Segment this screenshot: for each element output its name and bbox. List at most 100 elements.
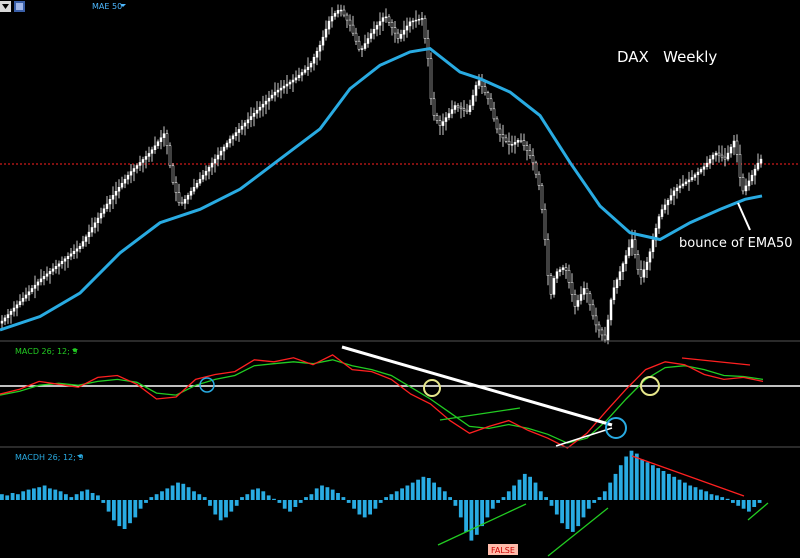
candle-body [321,36,325,46]
histogram-bar [42,485,47,500]
candle-body [618,271,622,280]
histogram-bar [186,487,191,500]
ema-indicator-dropdown-icon[interactable] [120,4,126,7]
candle-body [123,178,127,184]
ema-indicator-label[interactable]: MAE 50 [92,2,122,11]
candle-body [207,166,211,172]
macd-bull-circle [199,377,215,393]
candle-body [444,117,448,122]
macd-downtrend-line [341,345,613,427]
candle-body [582,288,586,295]
candle-body [285,83,289,87]
candle-body [90,227,94,233]
histogram-bar [469,500,474,541]
histogram-bar [160,491,164,500]
dropdown-arrow-glyph [2,4,9,9]
candle-body [585,288,589,295]
candle-body [642,269,646,278]
candle-body [372,28,376,34]
candles [0,4,763,345]
candle-body [243,122,247,127]
histogram-bar [725,498,730,500]
histogram-bar [304,497,308,500]
candle-body [57,263,61,267]
macd-indicator-dropdown-icon[interactable] [72,349,78,352]
candle-body [699,169,703,173]
candle-body [648,251,652,263]
candle-body [597,324,601,331]
candle-body [354,32,358,42]
histogram-bar [474,500,479,535]
histogram-bar [181,483,186,500]
candle-body [645,261,649,270]
candle-body [438,120,442,126]
histogram-bar [496,500,500,503]
histogram-bar [757,500,762,503]
histogram-bar [266,495,271,500]
candle-body [99,213,103,219]
candle-body [273,91,277,96]
histogram-bar [245,494,250,500]
candle-body [690,177,694,181]
histogram-bar [634,453,639,500]
candle-body [135,165,139,169]
histogram-bar [250,489,255,500]
candle-body [93,222,97,228]
histogram-bar [202,497,207,500]
candle-body [561,267,565,270]
histogram-bar [426,478,431,500]
candle-body [627,247,631,256]
histogram-bar [432,482,436,500]
histogram-bar [565,500,570,529]
candle-body [501,134,505,139]
histogram-bar [26,489,31,500]
candle-body [462,108,466,111]
macdh-indicator-dropdown-icon[interactable] [77,455,83,458]
macd-indicator-label[interactable]: MACD 26; 12; 9 [15,347,77,356]
candle-body [42,276,46,280]
macd-signal-line [0,359,764,444]
histogram-bar [368,500,372,515]
candle-body [510,144,514,146]
candle-body [570,282,574,295]
candle-body [708,158,712,164]
candle-body [624,255,628,264]
candle-body [24,294,28,299]
candle-body [513,142,517,145]
histogram-bar [586,500,591,509]
histogram-bar [362,500,367,518]
hist-divergence-line-1 [437,503,527,546]
histogram-bar [656,468,661,500]
histogram-bar [410,482,415,500]
histogram-bar [602,491,607,500]
candle-body [477,80,481,86]
histogram-bar [170,485,175,500]
candle-body [744,185,748,192]
histogram-bar [688,485,693,500]
histogram-bar [512,485,516,500]
candle-body [315,50,319,58]
candle-body [390,22,394,28]
histogram-bar [592,500,597,503]
histogram-bar [667,473,671,500]
candle-body [246,119,250,124]
candle-body [69,253,73,257]
histogram-bar [560,500,564,524]
candle-body [309,63,313,68]
macdh-indicator-label[interactable]: MACDH 26; 12; 9 [15,453,83,462]
candle-body [573,294,577,307]
candle-body [276,89,280,93]
candle-body [414,19,418,22]
candle-body [456,105,460,108]
candle-body [672,190,676,196]
candle-body [696,171,700,175]
candle-body [363,43,367,49]
candle-body [147,153,151,157]
candle-body [330,16,334,22]
candle-body [144,156,148,160]
candle-body [267,97,271,102]
candle-body [519,140,523,142]
histogram-bar [320,485,324,500]
histogram-bar [309,494,314,500]
